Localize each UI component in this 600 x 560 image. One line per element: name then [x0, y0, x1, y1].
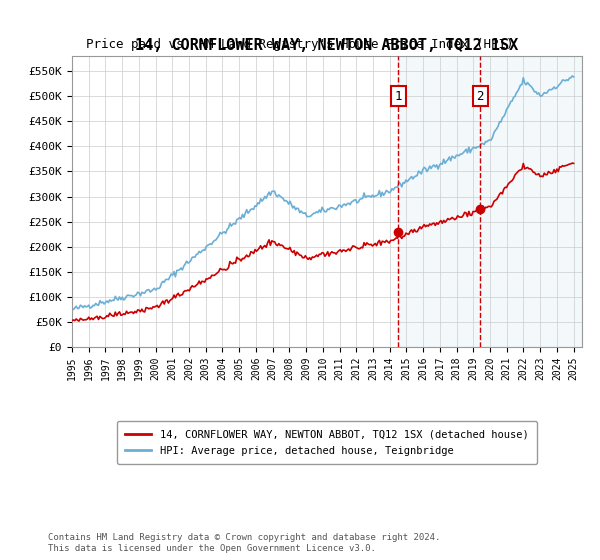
Text: Contains HM Land Registry data © Crown copyright and database right 2024.
This d: Contains HM Land Registry data © Crown c…: [48, 533, 440, 553]
Text: 2: 2: [476, 90, 484, 102]
Text: Price paid vs. HM Land Registry's House Price Index (HPI): Price paid vs. HM Land Registry's House …: [86, 38, 514, 50]
Bar: [398, 56, 582, 347]
Title: 14, CORNFLOWER WAY, NEWTON ABBOT, TQ12 1SX: 14, CORNFLOWER WAY, NEWTON ABBOT, TQ12 1…: [136, 39, 518, 53]
Text: 1: 1: [394, 90, 402, 102]
Legend: 14, CORNFLOWER WAY, NEWTON ABBOT, TQ12 1SX (detached house), HPI: Average price,: 14, CORNFLOWER WAY, NEWTON ABBOT, TQ12 1…: [117, 421, 537, 464]
